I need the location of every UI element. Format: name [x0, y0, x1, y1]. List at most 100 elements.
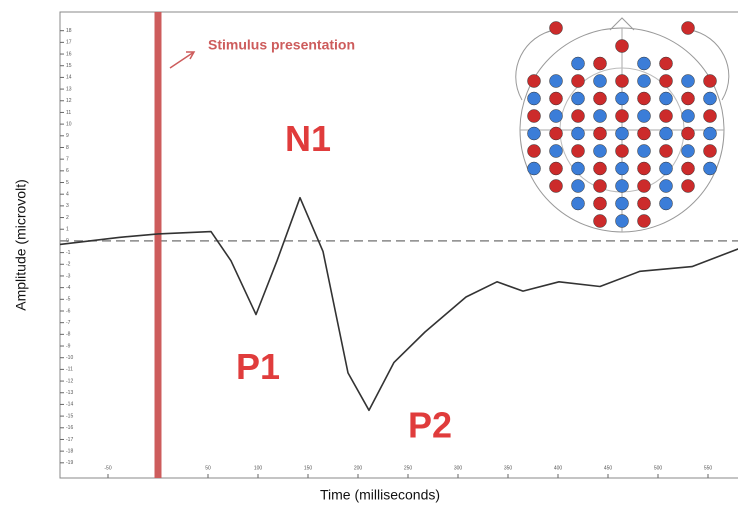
electrode	[549, 144, 563, 158]
electrode	[681, 126, 695, 141]
electrode	[637, 74, 651, 88]
peak-label: P2	[408, 404, 452, 445]
electrode	[615, 161, 629, 176]
y-tick-label: -1	[66, 250, 71, 256]
electrode	[637, 196, 651, 211]
electrode	[681, 109, 695, 123]
electrode	[571, 179, 585, 193]
electrode	[549, 74, 563, 88]
x-tick-label: 400	[554, 465, 563, 471]
y-tick-label: 5	[66, 180, 69, 186]
y-axis-label: Amplitude (microvolt)	[13, 179, 29, 310]
y-tick-label: -8	[66, 332, 71, 338]
electrode	[659, 56, 673, 71]
electrode	[659, 196, 673, 211]
y-tick-label: -3	[66, 273, 71, 279]
electrode	[615, 91, 629, 106]
x-tick-label: 200	[354, 465, 363, 471]
x-tick-label: -50	[104, 465, 111, 471]
y-tick-label: 12	[66, 98, 72, 104]
electrode	[681, 74, 695, 88]
y-tick-label: 9	[66, 133, 69, 139]
peak-label: P1	[236, 346, 280, 387]
y-tick-label: -17	[66, 437, 73, 443]
electrode	[593, 196, 607, 211]
y-tick-label: -14	[66, 402, 73, 408]
electrode	[615, 179, 629, 193]
stimulus-arrow	[169, 51, 196, 69]
electrode	[549, 179, 563, 193]
electrode	[615, 144, 629, 158]
y-tick-label: 3	[66, 203, 69, 209]
peak-label: N1	[285, 118, 331, 159]
electrode	[659, 179, 673, 193]
electrode	[593, 91, 607, 106]
y-tick-label: -15	[66, 413, 73, 419]
electrode	[703, 91, 717, 106]
electrode	[703, 161, 717, 176]
y-tick-label: -2	[66, 262, 71, 268]
electrode	[527, 126, 541, 141]
electrode	[593, 144, 607, 158]
x-tick-label: 300	[454, 465, 463, 471]
x-tick-label: 100	[254, 465, 263, 471]
y-tick-label: -5	[66, 297, 71, 303]
plot-frame	[59, 11, 738, 479]
y-tick-label: 2	[66, 215, 69, 221]
y-tick-label: -11	[66, 367, 73, 373]
y-tick-label: 13	[66, 86, 72, 92]
electrode	[659, 74, 673, 88]
y-tick-label: -12	[66, 378, 73, 384]
y-tick-label: 18	[66, 28, 72, 34]
x-tick-label: 350	[504, 465, 513, 471]
y-tick-label: 7	[66, 156, 69, 162]
y-tick-label: 17	[66, 40, 72, 46]
erp-trace	[59, 196, 738, 412]
y-tick-label: -6	[66, 308, 71, 314]
electrode	[615, 214, 629, 228]
electrode	[571, 56, 585, 71]
electrode	[637, 214, 651, 228]
x-tick-label: 450	[604, 465, 613, 471]
electrode	[571, 91, 585, 106]
y-tick-label: -10	[66, 355, 73, 361]
electrode	[659, 91, 673, 106]
y-tick-label: 16	[66, 51, 72, 57]
y-tick-label: -9	[66, 343, 71, 349]
y-tick-label: 14	[66, 75, 72, 81]
electrode	[637, 109, 651, 123]
electrode	[593, 214, 607, 228]
y-tick-label: 11	[66, 110, 71, 116]
electrode	[615, 74, 629, 88]
electrode	[593, 109, 607, 123]
electrode	[681, 21, 695, 35]
electrode	[681, 144, 695, 158]
electrode	[593, 56, 607, 71]
electrode	[549, 91, 563, 106]
electrode	[593, 74, 607, 88]
electrode	[637, 144, 651, 158]
electrode	[637, 56, 651, 71]
electrode	[615, 196, 629, 211]
x-tick-label: 500	[654, 465, 663, 471]
electrode	[703, 74, 717, 88]
electrode	[637, 126, 651, 141]
electrode	[615, 126, 629, 141]
y-tick-label: 6	[66, 168, 69, 174]
y-tick-label: -18	[66, 448, 73, 454]
electrode	[571, 109, 585, 123]
electrode	[681, 179, 695, 193]
electrode	[527, 144, 541, 158]
electrode	[659, 126, 673, 141]
electrode	[549, 21, 563, 35]
electrode	[549, 109, 563, 123]
electrode	[703, 109, 717, 123]
electrode	[681, 161, 695, 176]
y-tick-label: 8	[66, 145, 69, 151]
y-tick-label: -13	[66, 390, 73, 396]
electrode	[637, 91, 651, 106]
electrode	[571, 74, 585, 88]
y-tick-label: 1	[66, 227, 69, 233]
y-tick-label: -19	[66, 460, 73, 466]
x-tick-label: 50	[205, 465, 211, 471]
